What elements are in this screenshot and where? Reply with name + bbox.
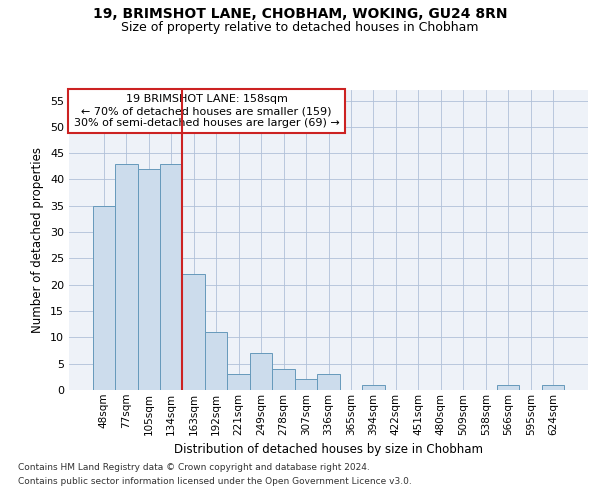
- Text: Contains public sector information licensed under the Open Government Licence v3: Contains public sector information licen…: [18, 477, 412, 486]
- Bar: [137, 169, 160, 390]
- Bar: [295, 380, 317, 390]
- Bar: [497, 384, 520, 390]
- Bar: [362, 384, 385, 390]
- Bar: [182, 274, 205, 390]
- Bar: [272, 369, 295, 390]
- Y-axis label: Number of detached properties: Number of detached properties: [31, 147, 44, 333]
- Text: 19, BRIMSHOT LANE, CHOBHAM, WOKING, GU24 8RN: 19, BRIMSHOT LANE, CHOBHAM, WOKING, GU24…: [93, 8, 507, 22]
- Bar: [542, 384, 565, 390]
- Bar: [317, 374, 340, 390]
- Text: Size of property relative to detached houses in Chobham: Size of property relative to detached ho…: [121, 21, 479, 34]
- Text: Contains HM Land Registry data © Crown copyright and database right 2024.: Contains HM Land Registry data © Crown c…: [18, 464, 370, 472]
- Bar: [227, 374, 250, 390]
- Text: Distribution of detached houses by size in Chobham: Distribution of detached houses by size …: [175, 442, 484, 456]
- Bar: [115, 164, 137, 390]
- Text: 19 BRIMSHOT LANE: 158sqm
← 70% of detached houses are smaller (159)
30% of semi-: 19 BRIMSHOT LANE: 158sqm ← 70% of detach…: [74, 94, 340, 128]
- Bar: [160, 164, 182, 390]
- Bar: [250, 353, 272, 390]
- Bar: [92, 206, 115, 390]
- Bar: [205, 332, 227, 390]
